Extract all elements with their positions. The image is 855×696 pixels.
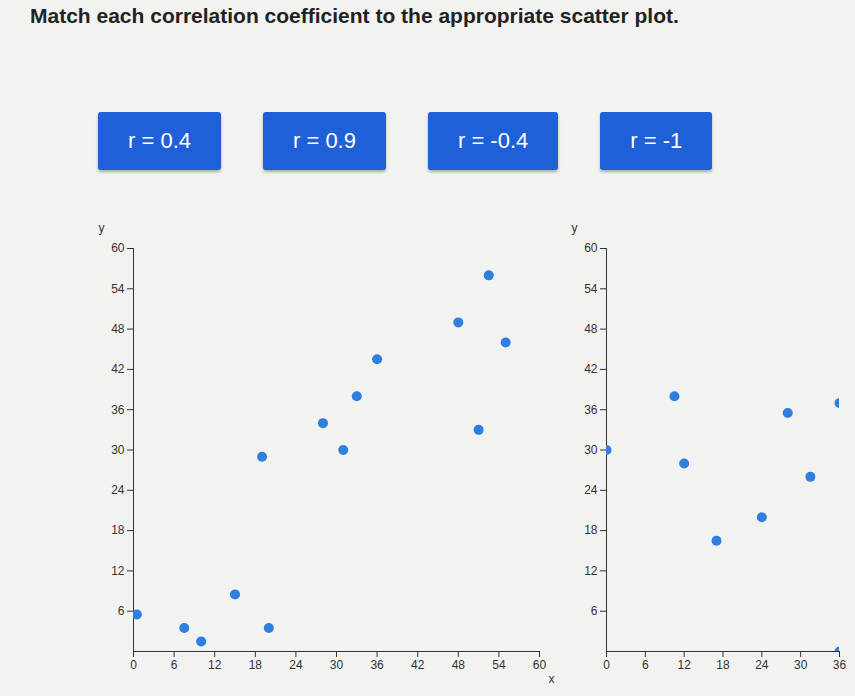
svg-text:48: 48 — [584, 322, 598, 336]
svg-text:0: 0 — [603, 658, 610, 672]
svg-text:36: 36 — [833, 658, 847, 672]
svg-text:36: 36 — [584, 403, 598, 417]
svg-text:54: 54 — [492, 658, 506, 672]
svg-text:18: 18 — [249, 658, 263, 672]
html-text:r = -0.4: r = -0.4 — [458, 128, 529, 153]
svg-text:y: y — [572, 221, 578, 235]
svg-text:42: 42 — [111, 362, 125, 376]
svg-text:30: 30 — [111, 443, 125, 457]
svg-text:24: 24 — [289, 658, 303, 672]
svg-text:24: 24 — [111, 483, 125, 497]
svg-text:42: 42 — [584, 362, 598, 376]
svg-text:36: 36 — [111, 403, 125, 417]
svg-text:54: 54 — [584, 282, 598, 296]
svg-text:18: 18 — [111, 523, 125, 537]
svg-text:6: 6 — [118, 604, 125, 618]
svg-text:60: 60 — [111, 241, 125, 255]
svg-text:24: 24 — [755, 658, 769, 672]
svg-text:60: 60 — [584, 241, 598, 255]
svg-text:48: 48 — [111, 322, 125, 336]
svg-text:30: 30 — [330, 658, 344, 672]
svg-text:12: 12 — [208, 658, 222, 672]
svg-text:24: 24 — [584, 483, 598, 497]
svg-text:42: 42 — [411, 658, 425, 672]
svg-text:6: 6 — [171, 658, 178, 672]
svg-text:12: 12 — [677, 658, 691, 672]
svg-text:0: 0 — [130, 658, 137, 672]
svg-text:6: 6 — [591, 604, 598, 618]
svg-text:48: 48 — [452, 658, 466, 672]
svg-text:18: 18 — [584, 523, 598, 537]
svg-text:60: 60 — [533, 658, 547, 672]
html-text:Match each correlation coeffic: Match each correlation coefficient to th… — [30, 4, 679, 27]
html-text:r = -1: r = -1 — [630, 128, 683, 153]
html-text:r = 0.4: r = 0.4 — [128, 128, 191, 153]
svg-text:12: 12 — [584, 564, 598, 578]
svg-text:12: 12 — [111, 564, 125, 578]
svg-text:36: 36 — [370, 658, 384, 672]
svg-text:30: 30 — [794, 658, 808, 672]
svg-text:y: y — [99, 221, 105, 235]
svg-text:x: x — [549, 672, 555, 686]
html-text:r = 0.9: r = 0.9 — [293, 128, 356, 153]
svg-text:6: 6 — [642, 658, 649, 672]
svg-text:30: 30 — [584, 443, 598, 457]
svg-text:18: 18 — [716, 658, 730, 672]
svg-text:54: 54 — [111, 282, 125, 296]
